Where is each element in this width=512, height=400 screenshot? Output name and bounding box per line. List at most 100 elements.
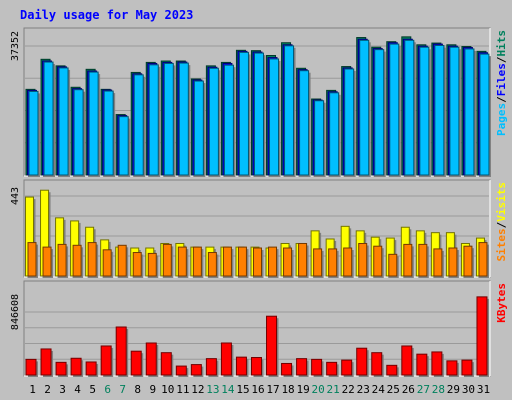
visits-bar-sites-day-5 bbox=[87, 242, 97, 277]
x-tick-label-day-21: 21 bbox=[327, 383, 340, 396]
hits-bar-pages-day-11 bbox=[178, 62, 189, 176]
hits-bar-pages-day-22 bbox=[344, 68, 355, 176]
visits-ymax-label: 443 bbox=[10, 187, 21, 205]
visits-bar-sites-day-4 bbox=[72, 244, 82, 277]
kbytes-bar-kbytes-day-26 bbox=[401, 345, 413, 376]
hits-bar-pages-day-16 bbox=[253, 52, 264, 176]
hits-bar-pages-day-30 bbox=[464, 48, 475, 176]
x-tick-label-day-27: 27 bbox=[417, 383, 430, 396]
hits-bar-pages-day-25 bbox=[389, 43, 400, 176]
hits-bar-pages-day-20 bbox=[314, 100, 325, 176]
kbytes-ymax-label: 846608 bbox=[10, 294, 21, 330]
x-tick-label-day-13: 13 bbox=[206, 383, 219, 396]
visits-bar-sites-day-16 bbox=[252, 247, 262, 277]
legend-separator: / bbox=[495, 221, 508, 228]
hits-bar-pages-day-7 bbox=[118, 116, 129, 176]
x-tick-label-day-10: 10 bbox=[161, 383, 174, 396]
hits-bar-pages-day-13 bbox=[208, 67, 219, 176]
hits-ymax-label: 37352 bbox=[10, 31, 21, 61]
hits-bar-pages-day-15 bbox=[238, 51, 249, 176]
x-tick-label-day-19: 19 bbox=[296, 383, 309, 396]
kbytes-bar-kbytes-day-4 bbox=[70, 357, 82, 376]
visits-bar-sites-day-21 bbox=[328, 248, 338, 277]
x-tick-label-day-4: 4 bbox=[74, 383, 81, 396]
hits-bar-pages-day-4 bbox=[73, 89, 84, 176]
kbytes-bar-kbytes-day-10 bbox=[160, 352, 172, 376]
kbytes-bar-kbytes-day-9 bbox=[145, 342, 157, 376]
hits-bar-pages-day-8 bbox=[133, 74, 144, 176]
legend-pages: Pages bbox=[495, 103, 508, 136]
kbytes-bar-kbytes-day-30 bbox=[461, 359, 473, 376]
hits-bar-pages-day-10 bbox=[163, 62, 174, 176]
x-tick-label-day-30: 30 bbox=[462, 383, 475, 396]
visits-bar-sites-day-22 bbox=[343, 247, 353, 277]
x-tick-label-day-28: 28 bbox=[432, 383, 445, 396]
hits-bar-pages-day-5 bbox=[88, 71, 99, 176]
visits-bar-sites-day-12 bbox=[192, 246, 202, 277]
kbytes-bar-kbytes-day-23 bbox=[356, 347, 368, 376]
kbytes-bar-kbytes-day-15 bbox=[235, 356, 247, 376]
visits-bar-sites-day-2 bbox=[42, 246, 52, 277]
visits-bar-sites-day-1 bbox=[27, 242, 37, 277]
kbytes-bar-kbytes-day-3 bbox=[55, 361, 67, 376]
kbytes-bar-kbytes-day-17 bbox=[266, 315, 278, 376]
visits-bar-sites-day-26 bbox=[403, 243, 413, 277]
legend-visits: Visits bbox=[495, 182, 508, 222]
hits-bar-pages-day-24 bbox=[374, 49, 385, 176]
kbytes-panel: 846608 KBytes bbox=[10, 280, 508, 377]
x-tick-label-day-3: 3 bbox=[59, 383, 66, 396]
visits-bar-sites-day-19 bbox=[298, 242, 308, 277]
kbytes-bar-kbytes-day-14 bbox=[220, 342, 232, 376]
visits-bars bbox=[25, 189, 489, 278]
legend-kbytes: KBytes bbox=[495, 283, 508, 323]
x-tick-label-day-6: 6 bbox=[104, 383, 111, 396]
x-tick-label-day-29: 29 bbox=[447, 383, 460, 396]
kbytes-bar-kbytes-day-16 bbox=[250, 357, 262, 376]
kbytes-bar-kbytes-day-19 bbox=[296, 358, 308, 376]
x-tick-label-day-14: 14 bbox=[221, 383, 235, 396]
legend-separator: / bbox=[495, 56, 508, 63]
visits-bar-sites-day-11 bbox=[177, 246, 187, 277]
visits-bar-sites-day-14 bbox=[222, 246, 232, 277]
x-tick-label-day-12: 12 bbox=[191, 383, 204, 396]
hits-bar-pages-day-19 bbox=[299, 70, 310, 176]
x-tick-label-day-5: 5 bbox=[89, 383, 96, 396]
hits-bar-pages-day-23 bbox=[359, 39, 370, 176]
hits-bar-pages-day-29 bbox=[449, 46, 460, 176]
kbytes-bar-kbytes-day-29 bbox=[446, 360, 458, 376]
x-tick-label-day-8: 8 bbox=[134, 383, 141, 396]
kbytes-bar-kbytes-day-2 bbox=[40, 348, 52, 376]
visits-bar-sites-day-10 bbox=[162, 243, 172, 277]
kbytes-bar-kbytes-day-22 bbox=[341, 359, 353, 376]
visits-bar-sites-day-30 bbox=[463, 245, 473, 277]
visits-bar-sites-day-7 bbox=[117, 244, 127, 277]
kbytes-bar-kbytes-day-25 bbox=[386, 364, 398, 376]
visits-bar-sites-day-20 bbox=[313, 248, 323, 277]
x-tick-label-day-1: 1 bbox=[29, 383, 36, 396]
visits-bar-sites-day-15 bbox=[237, 246, 247, 277]
x-tick-label-day-22: 22 bbox=[342, 383, 355, 396]
kbytes-bar-kbytes-day-18 bbox=[281, 362, 293, 376]
x-tick-label-day-2: 2 bbox=[44, 383, 51, 396]
visits-bar-sites-day-13 bbox=[207, 252, 217, 277]
x-tick-label-day-24: 24 bbox=[372, 383, 386, 396]
kbytes-bar-kbytes-day-21 bbox=[326, 361, 338, 376]
x-tick-label-day-9: 9 bbox=[149, 383, 156, 396]
visits-bar-sites-day-27 bbox=[418, 243, 428, 277]
x-tick-label-day-7: 7 bbox=[119, 383, 126, 396]
kbytes-bar-kbytes-day-13 bbox=[205, 358, 217, 376]
kbytes-legend: KBytes bbox=[495, 283, 508, 323]
kbytes-bar-kbytes-day-24 bbox=[371, 352, 383, 376]
hits-bars bbox=[25, 36, 491, 178]
x-tick-label-day-26: 26 bbox=[402, 383, 415, 396]
legend-separator: / bbox=[495, 96, 508, 103]
kbytes-bar-kbytes-day-6 bbox=[100, 345, 112, 376]
hits-bar-pages-day-21 bbox=[329, 92, 340, 176]
x-tick-label-day-25: 25 bbox=[387, 383, 400, 396]
visits-bar-sites-day-24 bbox=[373, 245, 383, 277]
visits-bar-sites-day-28 bbox=[433, 248, 443, 277]
x-tick-label-day-11: 11 bbox=[176, 383, 189, 396]
x-tick-label-day-18: 18 bbox=[281, 383, 294, 396]
